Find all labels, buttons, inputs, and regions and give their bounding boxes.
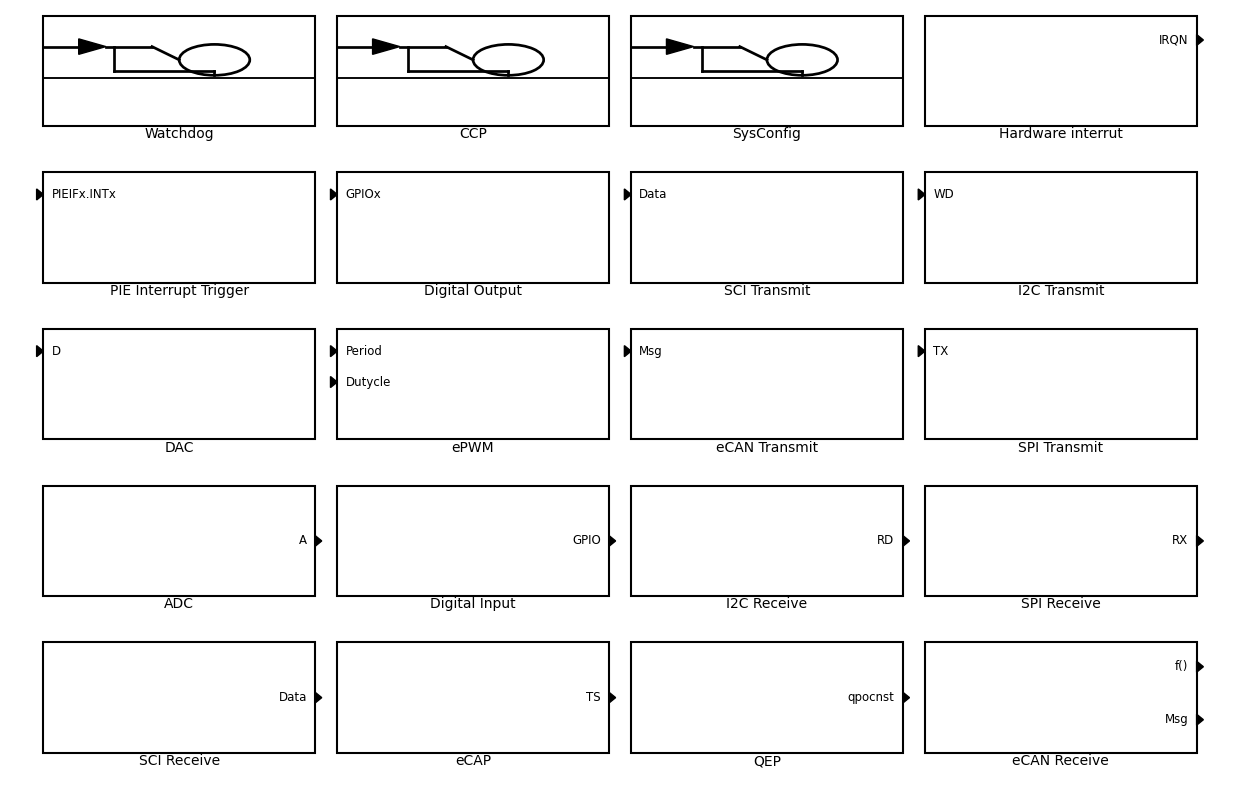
Text: D: D [52, 345, 61, 358]
Bar [337, 329, 609, 440]
Polygon shape [37, 345, 43, 356]
Text: TX: TX [934, 345, 949, 358]
Text: Dutycle: Dutycle [346, 375, 391, 389]
Text: Watchdog: Watchdog [144, 127, 215, 141]
Text: Msg: Msg [1164, 714, 1188, 726]
Text: RX: RX [1172, 535, 1188, 547]
Polygon shape [331, 345, 337, 356]
Text: Msg: Msg [640, 345, 663, 358]
Polygon shape [1197, 535, 1203, 546]
Bar [337, 486, 609, 596]
Text: eCAP: eCAP [455, 754, 491, 768]
Bar [337, 173, 609, 283]
Text: Period: Period [346, 345, 382, 358]
Bar [925, 329, 1197, 440]
Bar [631, 173, 903, 283]
Polygon shape [78, 39, 105, 54]
Text: Digital Input: Digital Input [430, 597, 516, 612]
Polygon shape [1197, 661, 1203, 672]
Polygon shape [919, 189, 925, 200]
Text: GPIO: GPIO [572, 535, 600, 547]
Text: PIE Interrupt Trigger: PIE Interrupt Trigger [109, 284, 249, 298]
Text: WD: WD [934, 188, 954, 201]
Text: SCI Receive: SCI Receive [139, 754, 219, 768]
Bar [925, 173, 1197, 283]
Polygon shape [919, 345, 925, 356]
Bar [43, 173, 315, 283]
Text: Data: Data [640, 188, 667, 201]
Text: GPIOx: GPIOx [346, 188, 381, 201]
Bar [925, 16, 1197, 126]
Text: eCAN Transmit: eCAN Transmit [715, 440, 818, 455]
Polygon shape [37, 189, 43, 200]
Text: TS: TS [587, 691, 600, 704]
Bar [43, 642, 315, 753]
Text: ADC: ADC [164, 597, 195, 612]
Bar [631, 329, 903, 440]
Polygon shape [315, 692, 321, 703]
Text: IRQN: IRQN [1159, 34, 1188, 46]
Polygon shape [1197, 35, 1203, 46]
Bar [337, 642, 609, 753]
Bar [631, 486, 903, 596]
Text: qpocnst: qpocnst [848, 691, 894, 704]
Text: CCP: CCP [459, 127, 487, 141]
Bar [631, 642, 903, 753]
Text: Hardware interrut: Hardware interrut [999, 127, 1122, 141]
Polygon shape [331, 189, 337, 200]
Polygon shape [1197, 714, 1203, 725]
Polygon shape [903, 535, 909, 546]
Bar [925, 486, 1197, 596]
Polygon shape [609, 535, 615, 546]
Bar [925, 642, 1197, 753]
Polygon shape [625, 189, 631, 200]
Text: A: A [299, 535, 306, 547]
Polygon shape [666, 39, 693, 54]
Text: f(): f() [1176, 660, 1188, 674]
Bar [43, 16, 315, 126]
Text: RD: RD [878, 535, 894, 547]
Text: I2C Receive: I2C Receive [727, 597, 807, 612]
Text: SCI Transmit: SCI Transmit [724, 284, 810, 298]
Text: SPI Transmit: SPI Transmit [1018, 440, 1104, 455]
Polygon shape [372, 39, 399, 54]
Text: ePWM: ePWM [451, 440, 495, 455]
Text: eCAN Receive: eCAN Receive [1012, 754, 1110, 768]
Bar [337, 16, 609, 126]
Text: Data: Data [279, 691, 306, 704]
Text: DAC: DAC [165, 440, 193, 455]
Polygon shape [315, 535, 321, 546]
Text: SPI Receive: SPI Receive [1021, 597, 1101, 612]
Text: PIEIFx.INTx: PIEIFx.INTx [52, 188, 117, 201]
Text: SysConfig: SysConfig [733, 127, 801, 141]
Polygon shape [331, 377, 337, 388]
Polygon shape [903, 692, 909, 703]
Text: Digital Output: Digital Output [424, 284, 522, 298]
Text: QEP: QEP [753, 754, 781, 768]
Polygon shape [609, 692, 615, 703]
Polygon shape [625, 345, 631, 356]
Bar [43, 329, 315, 440]
Text: I2C Transmit: I2C Transmit [1018, 284, 1104, 298]
Bar [43, 486, 315, 596]
Bar [631, 16, 903, 126]
